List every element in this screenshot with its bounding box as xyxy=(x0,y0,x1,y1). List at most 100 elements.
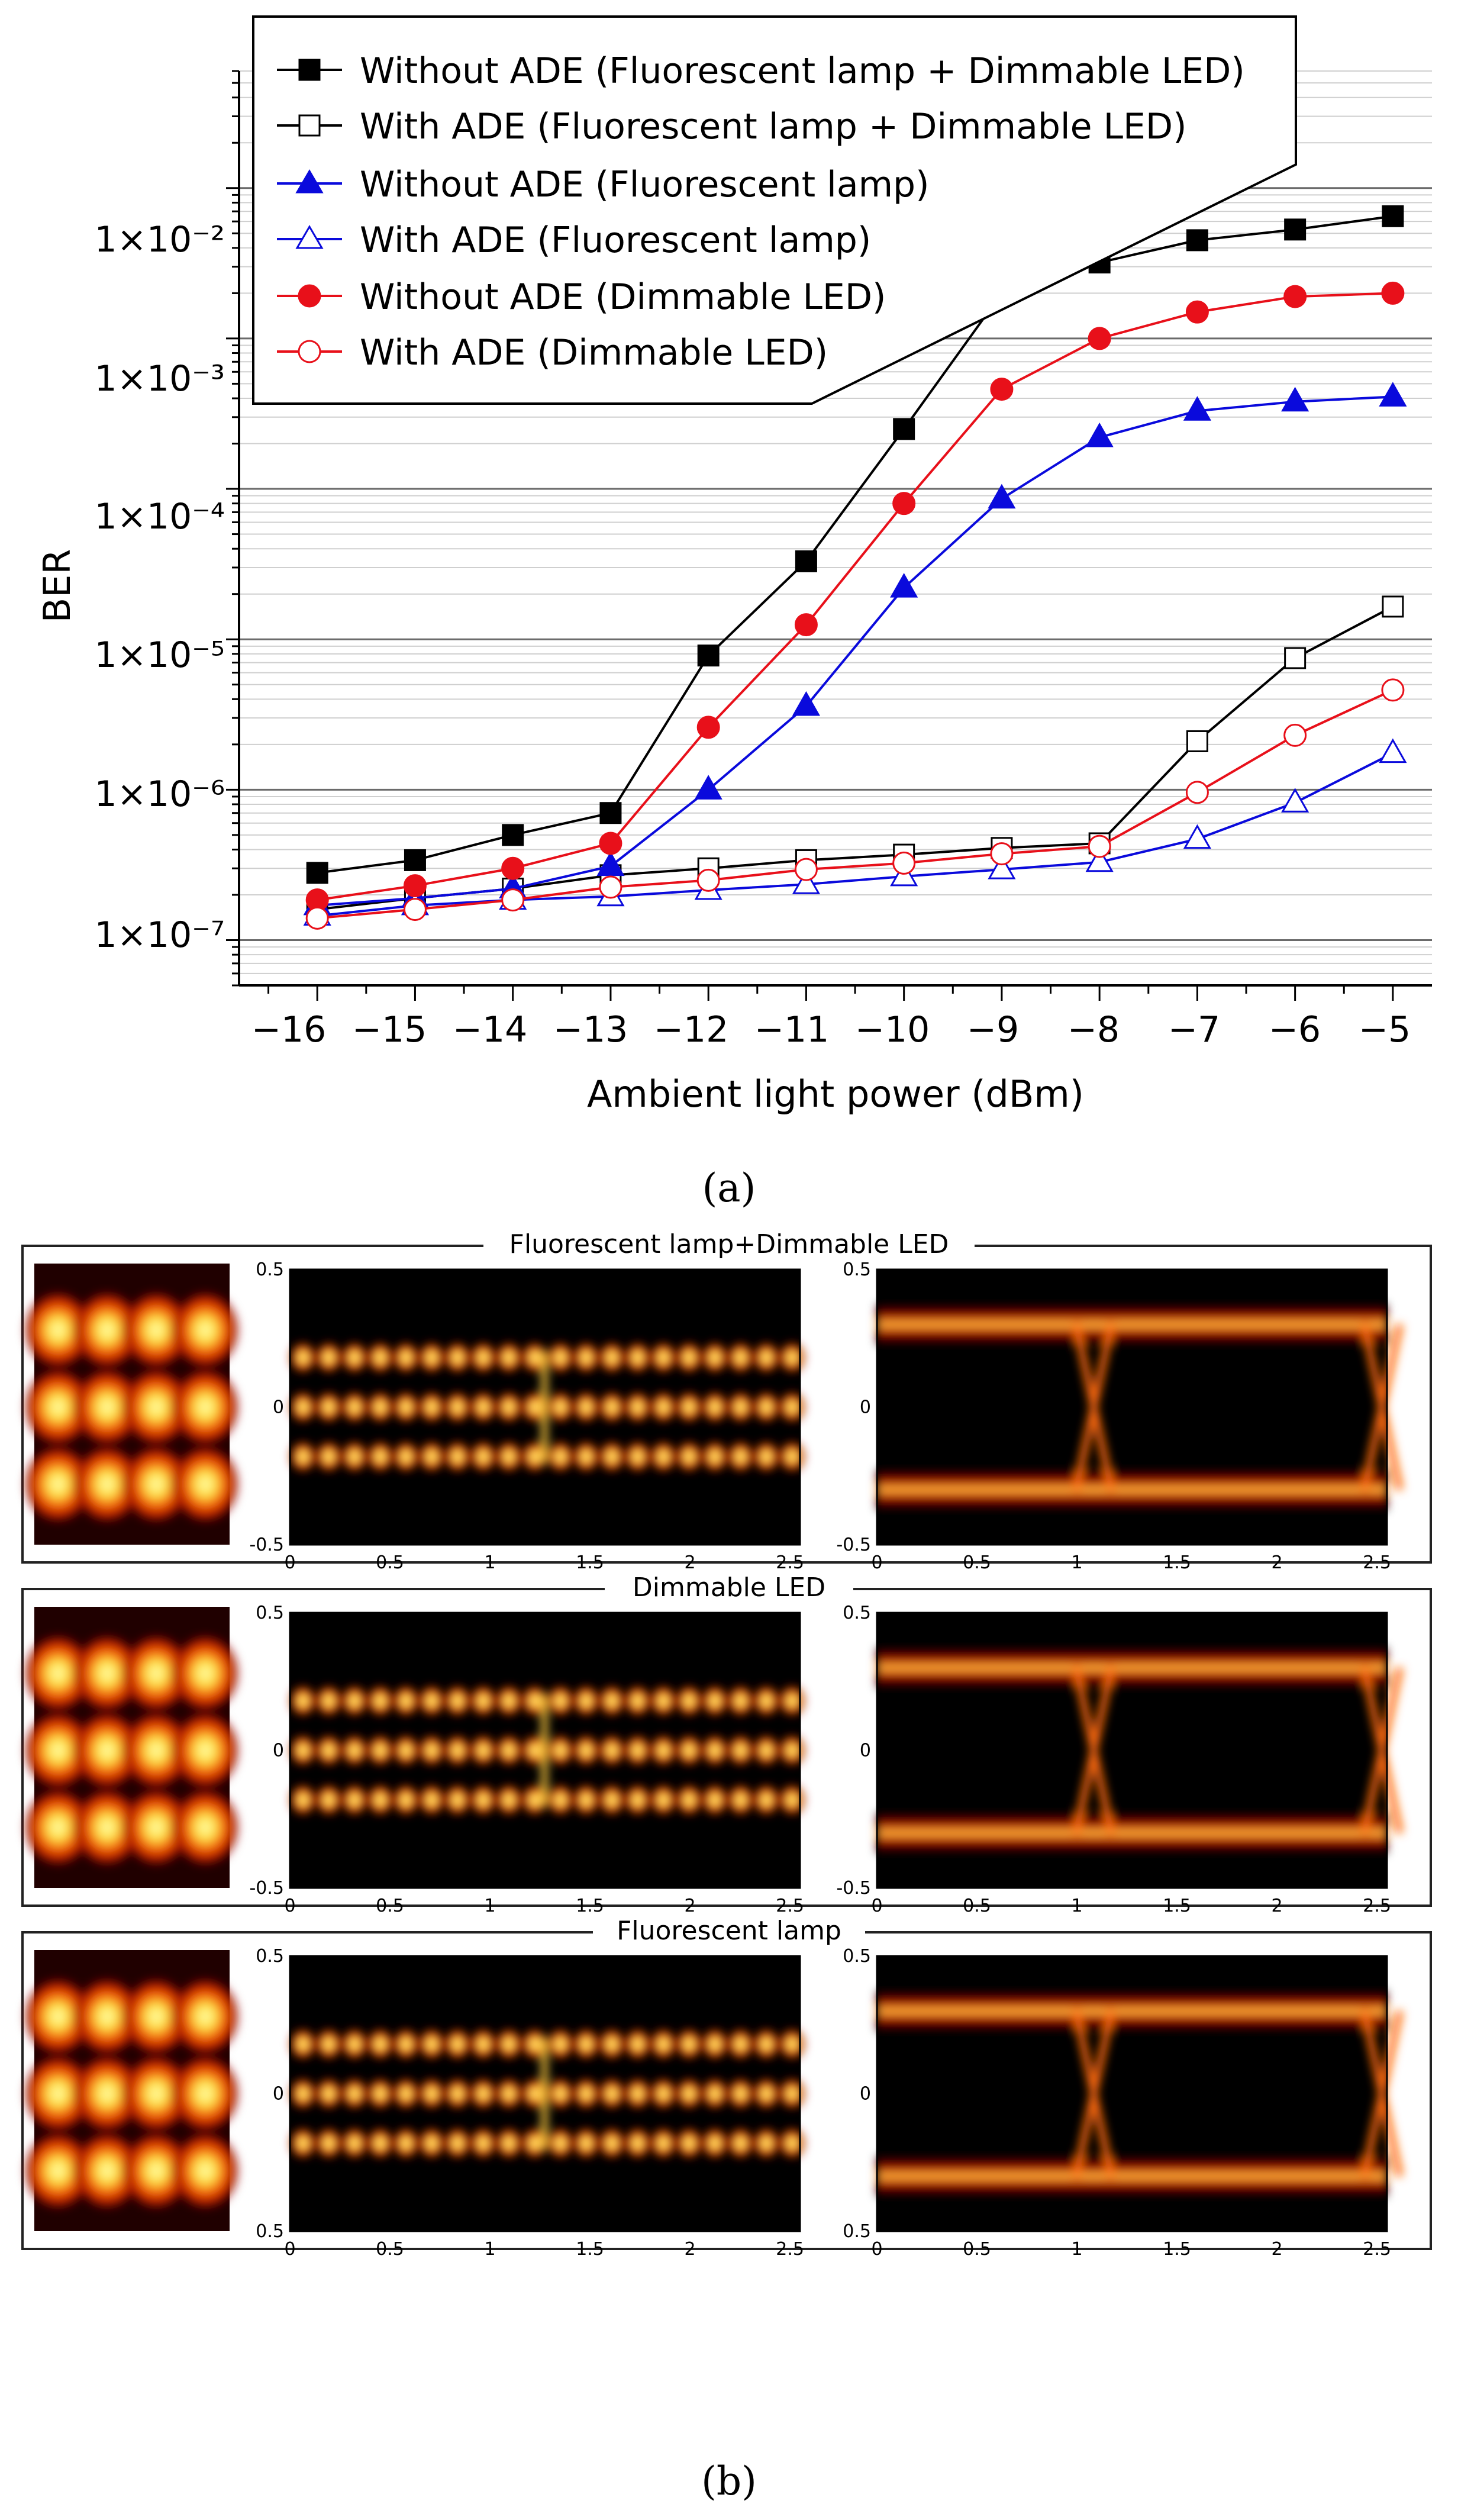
eye-x-tick-label: 1 xyxy=(1071,1552,1082,1573)
legend-box xyxy=(252,15,1297,405)
y-tick-label: 1×10⁻⁴ xyxy=(94,496,225,537)
eye-dot xyxy=(676,1391,702,1423)
eye-crossing xyxy=(1072,1667,1115,1834)
data-point-triangle xyxy=(596,851,625,876)
legend-label: With ADE (Fluorescent lamp) xyxy=(360,220,871,261)
eye-dot xyxy=(444,1735,470,1766)
eye-x-tick-label: 2.5 xyxy=(1363,1896,1391,1916)
eye-x-tick-label: 0 xyxy=(871,2239,882,2260)
legend-marker-triangle-filled xyxy=(295,169,324,194)
legend-entry: Without ADE (Fluorescent lamp + Dimmable… xyxy=(277,50,1245,92)
eye-dot xyxy=(418,1342,445,1373)
legend-marker-square-open xyxy=(298,114,321,137)
eye-x-tick-label: 1.5 xyxy=(576,2239,604,2260)
eye-plot-frame xyxy=(289,1612,801,1889)
eye-dot xyxy=(753,2128,779,2159)
eye-traces xyxy=(877,1648,1404,1853)
data-point-circle xyxy=(1381,281,1405,305)
legend-label: Without ADE (Dimmable LED) xyxy=(360,276,886,318)
eye-dot xyxy=(624,2078,651,2109)
eye-x-tick-label: 0 xyxy=(284,1552,295,1573)
eye-x-tick-label: 2.5 xyxy=(776,1552,804,1573)
thumbnail-blob xyxy=(73,1634,141,1713)
eye-x-tick-label: 1.5 xyxy=(1163,1552,1191,1573)
thumbnail-blob xyxy=(171,1291,240,1369)
eye-dot xyxy=(702,1342,728,1373)
legend-entry: With ADE (Dimmable LED) xyxy=(277,332,828,373)
eye-dot xyxy=(444,1342,470,1373)
eye-axes: 0 0.5 1 1.5 2 2.50.500.5 xyxy=(843,1946,1391,2260)
eye-dot xyxy=(753,1735,779,1766)
eye-diagram-after: 0 0.5 1 1.5 2 2.50.50-0.5 xyxy=(836,1603,1404,1916)
eye-dot xyxy=(290,1685,316,1716)
data-point-triangle xyxy=(988,484,1016,509)
eye-diagram-after: 0 0.5 1 1.5 2 2.50.50-0.5 xyxy=(836,1259,1404,1573)
eye-dot xyxy=(599,1391,625,1423)
eye-dot xyxy=(650,1342,676,1373)
legend-items: Without ADE (Fluorescent lamp + Dimmable… xyxy=(277,50,1245,373)
eye-dot xyxy=(393,2078,419,2109)
thumbnail-blob xyxy=(122,1788,191,1867)
data-point-square xyxy=(1186,730,1208,752)
chart-series xyxy=(303,205,1407,930)
eye-x-tick-label: 2 xyxy=(685,1552,696,1573)
eye-x-tick-label: 0.5 xyxy=(376,1552,404,1573)
x-tick-label: −8 xyxy=(1067,1009,1120,1050)
x-tick-label: −13 xyxy=(553,1009,628,1050)
thumbnail-blob xyxy=(24,2054,92,2133)
eye-dot xyxy=(393,1735,419,1766)
thumbnail-blob xyxy=(122,2131,191,2210)
eye-dot xyxy=(702,2078,728,2109)
eye-dot xyxy=(418,2028,445,2060)
data-point-triangle xyxy=(1379,382,1407,407)
eye-rail xyxy=(877,1304,1387,1345)
eye-y-tick-label: 0 xyxy=(860,2084,871,2105)
x-tick-label: −7 xyxy=(1168,1009,1220,1050)
eye-dot xyxy=(573,1784,599,1816)
eye-y-tick-label: -0.5 xyxy=(249,1878,284,1899)
data-point-square xyxy=(697,644,720,667)
data-point-circle xyxy=(990,842,1014,866)
eye-x-tick-label: 0.5 xyxy=(963,1552,991,1573)
y-axis-label: BER xyxy=(36,549,79,623)
legend-entry: Without ADE (Dimmable LED) xyxy=(277,276,886,318)
eye-dot xyxy=(290,2078,316,2109)
eye-x-tick-label: 2 xyxy=(685,2239,696,2260)
eye-dot xyxy=(547,1342,573,1373)
eye-dot xyxy=(521,2028,548,2060)
eye-dot xyxy=(444,1784,470,1816)
eye-dot xyxy=(470,1391,496,1423)
legend-marker-circle-open xyxy=(298,340,321,363)
thumbnail-blob xyxy=(24,1788,92,1867)
thumbnail-blob xyxy=(24,1445,92,1523)
eye-thumbnail xyxy=(24,1264,240,1545)
eye-dot xyxy=(676,2078,702,2109)
eye-dot xyxy=(573,2128,599,2159)
eye-traces xyxy=(877,1304,1404,1510)
data-point-triangle xyxy=(1183,824,1211,849)
eye-dot xyxy=(496,1441,522,1472)
eye-dot xyxy=(290,1342,316,1373)
eye-crossing xyxy=(1360,2010,1404,2177)
eye-diagram-before: 0 0.5 1 1.5 2 2.50.50-0.5 xyxy=(249,1259,805,1573)
legend-label: With ADE (Dimmable LED) xyxy=(360,332,828,373)
eye-x-tick-label: 0.5 xyxy=(376,1896,404,1916)
eye-crossing xyxy=(1360,1667,1404,1834)
thumbnail-blob xyxy=(24,1291,92,1369)
thumbnail-blobs xyxy=(24,1634,240,1867)
eye-dot xyxy=(779,1391,805,1423)
eye-dot xyxy=(315,1391,342,1423)
eye-rail xyxy=(877,2156,1387,2196)
x-tick-label: −10 xyxy=(855,1009,930,1050)
eye-dot xyxy=(547,1685,573,1716)
eye-dot xyxy=(624,1685,651,1716)
eye-dot xyxy=(727,2128,754,2159)
data-point-circle xyxy=(599,875,622,899)
eye-x-tick-label: 0.5 xyxy=(963,1896,991,1916)
data-point-circle xyxy=(1088,834,1111,858)
x-tick-label: −6 xyxy=(1269,1009,1321,1050)
data-point-triangle xyxy=(1379,738,1407,763)
eye-dot xyxy=(753,1342,779,1373)
